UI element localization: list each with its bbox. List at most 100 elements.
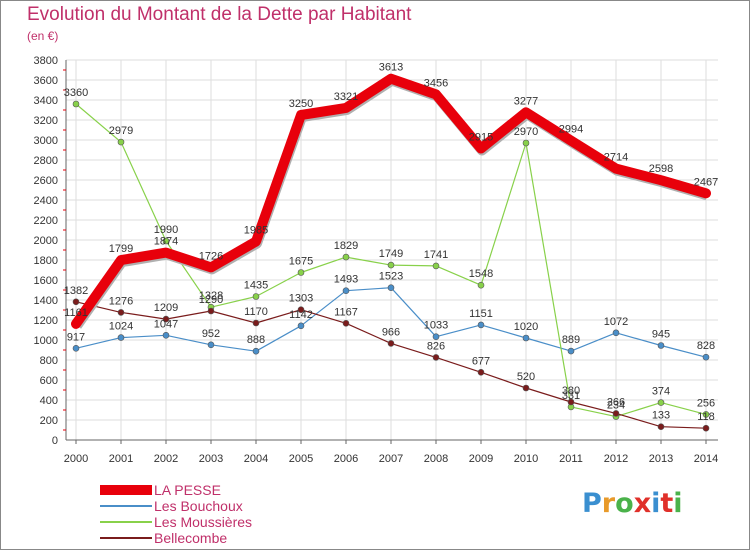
data-point xyxy=(116,255,126,265)
data-label: 1209 xyxy=(154,302,178,314)
x-tick-label: 2003 xyxy=(199,453,223,465)
data-point xyxy=(702,353,710,361)
data-label: 1493 xyxy=(334,274,358,286)
data-point xyxy=(566,136,576,145)
data-point xyxy=(341,103,351,113)
y-tick-label: 3000 xyxy=(34,135,58,147)
data-label: 2915 xyxy=(469,132,493,144)
data-point xyxy=(387,284,395,292)
data-point xyxy=(206,263,216,272)
data-label: 520 xyxy=(517,371,535,383)
chart-subtitle: (en €) xyxy=(27,29,59,43)
data-point xyxy=(161,248,171,257)
data-label: 3277 xyxy=(514,95,538,107)
data-label: 234 xyxy=(607,400,625,412)
logo-letter: r xyxy=(601,488,616,519)
axes: 0 200 400 600 800 1000 1200 1400 1600 1800 2000 220… xyxy=(34,55,719,465)
data-label: 2467 xyxy=(694,176,718,188)
data-point xyxy=(656,175,666,185)
data-point xyxy=(521,108,531,117)
legend-label: Les Moussières xyxy=(154,514,253,530)
y-tick-label: 1000 xyxy=(34,335,58,347)
data-label: 888 xyxy=(247,334,265,346)
legend-swatch xyxy=(100,537,152,539)
data-point xyxy=(117,309,125,316)
logo-letter: t xyxy=(660,488,674,519)
data-point xyxy=(207,307,215,315)
data-label: 1303 xyxy=(289,293,313,305)
data-point xyxy=(657,342,665,349)
y-tick-label: 800 xyxy=(40,355,58,367)
data-point xyxy=(297,322,305,330)
data-label: 374 xyxy=(652,386,670,398)
y-tick-label: 3600 xyxy=(34,75,58,87)
data-label: 1548 xyxy=(469,268,493,280)
logo-letter: i xyxy=(651,488,661,519)
data-label: 1726 xyxy=(199,250,223,262)
data-point xyxy=(342,319,350,327)
y-tick-label: 1400 xyxy=(34,295,58,307)
y-tick-label: 2000 xyxy=(34,235,58,247)
x-tick-label: 2000 xyxy=(64,453,88,465)
data-label: 266 xyxy=(607,396,625,408)
data-point xyxy=(522,384,530,392)
data-point xyxy=(387,340,395,347)
data-label: 2714 xyxy=(604,152,628,164)
data-label: 1033 xyxy=(424,320,448,332)
data-point xyxy=(476,144,486,153)
data-label: 1170 xyxy=(244,306,268,318)
data-point xyxy=(701,189,711,198)
y-tick-label: 400 xyxy=(40,395,58,407)
y-tick-label: 3400 xyxy=(34,95,58,107)
data-label: 1874 xyxy=(154,236,178,248)
data-label: 1276 xyxy=(109,295,133,307)
data-point xyxy=(387,261,395,269)
data-point xyxy=(702,424,710,432)
data-label: 677 xyxy=(472,355,490,367)
data-point xyxy=(162,315,170,323)
x-tick-label: 2010 xyxy=(514,453,538,465)
logo-letter: o xyxy=(615,488,634,519)
data-label: 1675 xyxy=(289,256,313,268)
data-label: 1799 xyxy=(109,243,133,255)
data-label: 331 xyxy=(562,390,580,402)
data-point xyxy=(611,164,621,173)
y-tick-label: 1600 xyxy=(34,275,58,287)
data-point xyxy=(296,110,306,120)
legend-label: Les Bouchoux xyxy=(154,498,243,514)
data-label: 256 xyxy=(697,397,715,409)
x-tick-label: 2006 xyxy=(334,453,358,465)
x-tick-label: 2011 xyxy=(559,453,583,465)
y-tick-label: 2400 xyxy=(34,195,58,207)
data-point xyxy=(251,237,261,246)
data-point xyxy=(432,354,440,361)
data-label: 2970 xyxy=(514,126,538,138)
x-tick-label: 2007 xyxy=(379,453,403,465)
data-label: 966 xyxy=(382,326,400,338)
legend-swatch xyxy=(100,505,152,507)
data-point xyxy=(432,333,440,341)
data-label: 133 xyxy=(652,410,670,422)
data-label: 889 xyxy=(562,334,580,346)
data-point xyxy=(567,347,575,355)
data-label: 2994 xyxy=(559,124,583,136)
data-label: 1151 xyxy=(469,308,493,320)
y-tick-label: 2600 xyxy=(34,175,58,187)
x-tick-label: 2013 xyxy=(649,453,673,465)
data-label: 3321 xyxy=(334,91,358,103)
logo-letter: i xyxy=(673,488,683,519)
data-point xyxy=(386,74,396,83)
data-point xyxy=(522,334,530,342)
y-tick-label: 1800 xyxy=(34,255,58,267)
data-point xyxy=(477,368,485,376)
data-label: 1290 xyxy=(199,294,223,306)
data-label: 1328 xyxy=(199,290,223,302)
series-lines xyxy=(71,73,711,432)
data-point xyxy=(657,423,665,431)
x-tick-label: 2009 xyxy=(469,453,493,465)
logo-letter: P xyxy=(582,488,602,519)
legend-swatch xyxy=(100,485,152,495)
data-label: 945 xyxy=(652,329,670,341)
data-label: 917 xyxy=(67,331,85,343)
